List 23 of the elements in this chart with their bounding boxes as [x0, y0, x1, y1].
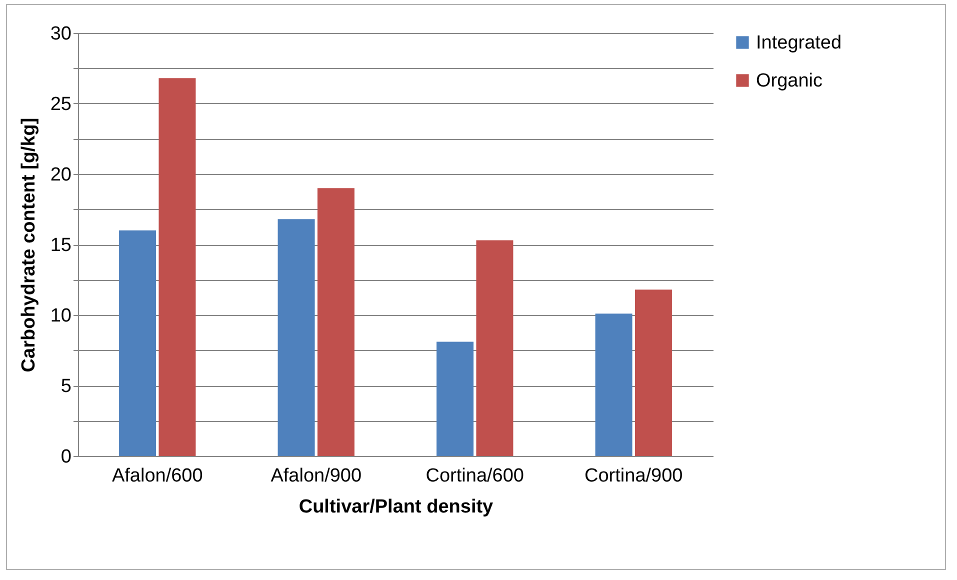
- x-tick-label: Cortina/900: [584, 466, 683, 486]
- bar: [317, 188, 354, 456]
- x-axis-title: Cultivar/Plant density: [298, 496, 494, 518]
- y-tick-label: 5: [60, 376, 72, 397]
- y-tick-label: 0: [60, 446, 72, 468]
- x-tick-label: Cortina/600: [426, 466, 524, 486]
- y-tick-label: 25: [50, 94, 72, 115]
- x-tick-label: Afalon/900: [270, 466, 362, 486]
- legend-label: Organic: [756, 70, 823, 92]
- bar: [634, 290, 672, 456]
- bar: [119, 230, 156, 456]
- y-tick-label: 30: [50, 24, 72, 44]
- bar: [595, 314, 632, 456]
- bar: [476, 240, 514, 456]
- y-tick-label: 20: [50, 164, 72, 186]
- y-tick-label: 10: [50, 306, 72, 326]
- y-axis-title: Carbohydrate content [g/kg]: [18, 118, 40, 372]
- legend-label: Integrated: [756, 32, 842, 54]
- bar: [436, 342, 474, 456]
- bar: [278, 219, 315, 456]
- y-tick-label: 15: [50, 235, 72, 256]
- x-tick-label: Afalon/600: [112, 466, 203, 486]
- bar: [158, 78, 196, 456]
